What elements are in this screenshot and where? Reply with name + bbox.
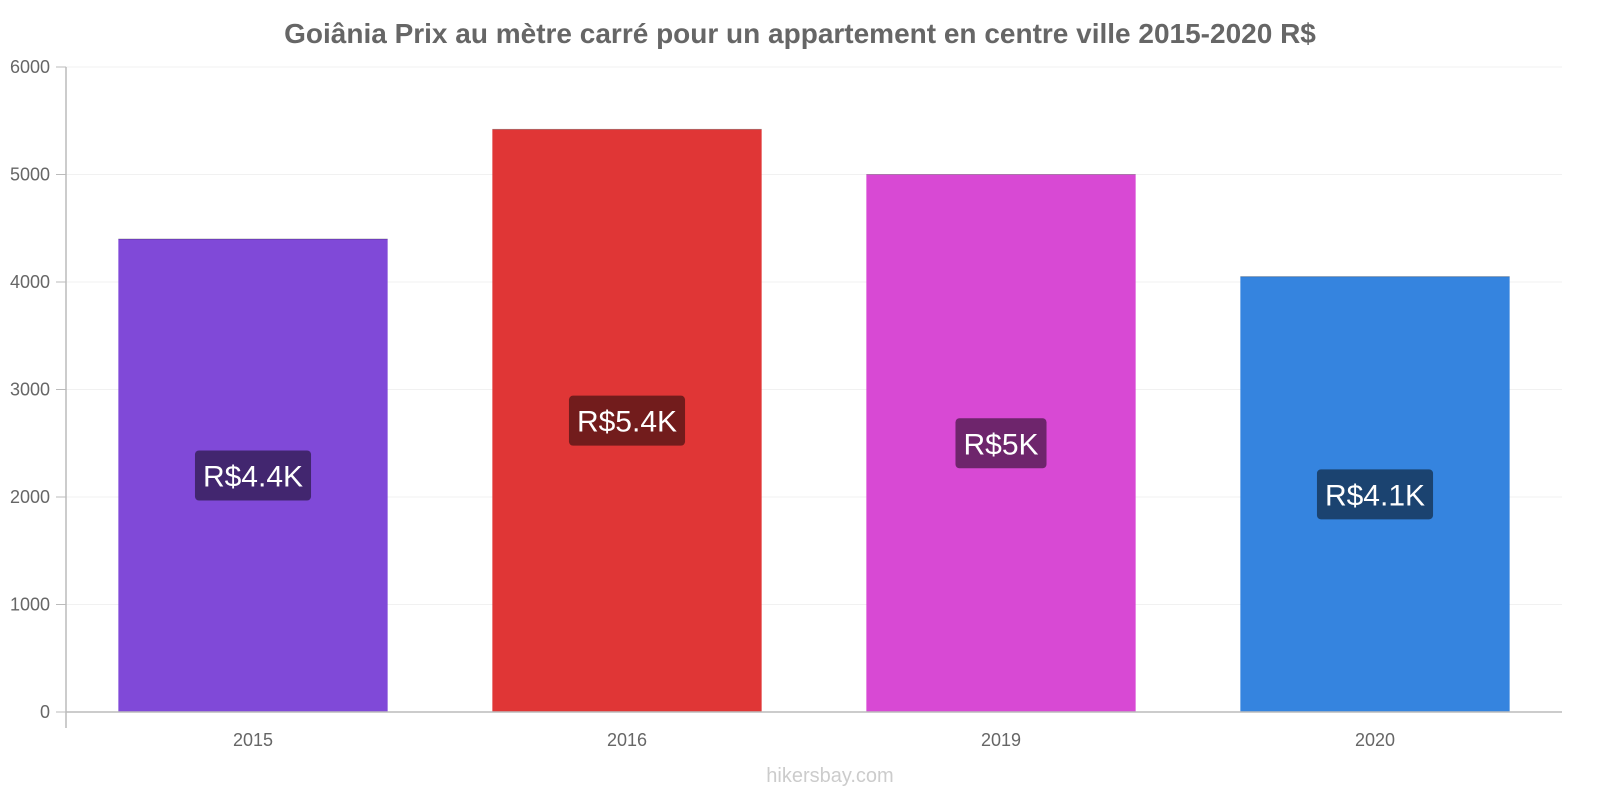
x-tick-label: 2019 <box>981 730 1021 750</box>
chart-title: Goiânia Prix au mètre carré pour un appa… <box>284 18 1316 49</box>
y-tick-label: 4000 <box>10 272 50 292</box>
y-tick-label: 6000 <box>10 57 50 77</box>
data-label-text: R$4.4K <box>203 461 303 494</box>
source-watermark: hikersbay.com <box>766 765 893 787</box>
y-tick-label: 5000 <box>10 165 50 185</box>
y-tick-label: 1000 <box>10 595 50 615</box>
data-label-text: R$4.1K <box>1325 479 1425 512</box>
data-label-background <box>1316 469 1434 520</box>
data-label-text: R$5K <box>963 428 1038 461</box>
data-label-text: R$5.4K <box>577 406 677 439</box>
bars <box>118 128 1510 713</box>
data-labels: R$4.4K R$5.4K R$5K R$4.1K <box>194 395 1434 520</box>
x-tick-label: 2020 <box>1355 730 1395 750</box>
x-tick-label: 2016 <box>607 730 647 750</box>
data-label-background <box>194 450 312 501</box>
data-label-2019: R$5K <box>955 418 1047 469</box>
data-label-background <box>568 395 686 446</box>
data-label-2016: R$5.4K <box>568 395 686 446</box>
data-label-2015: R$4.4K <box>194 450 312 501</box>
y-tick-label: 2000 <box>10 487 50 507</box>
data-label-2020: R$4.1K <box>1316 469 1434 520</box>
x-tick-label: 2015 <box>233 730 273 750</box>
y-tick-label: 3000 <box>10 380 50 400</box>
data-label-background <box>955 418 1047 469</box>
axes: 0 1000 2000 3000 4000 5000 6000 2015 2016 2019 202… <box>10 57 1562 750</box>
y-tick-label: 0 <box>40 702 50 722</box>
